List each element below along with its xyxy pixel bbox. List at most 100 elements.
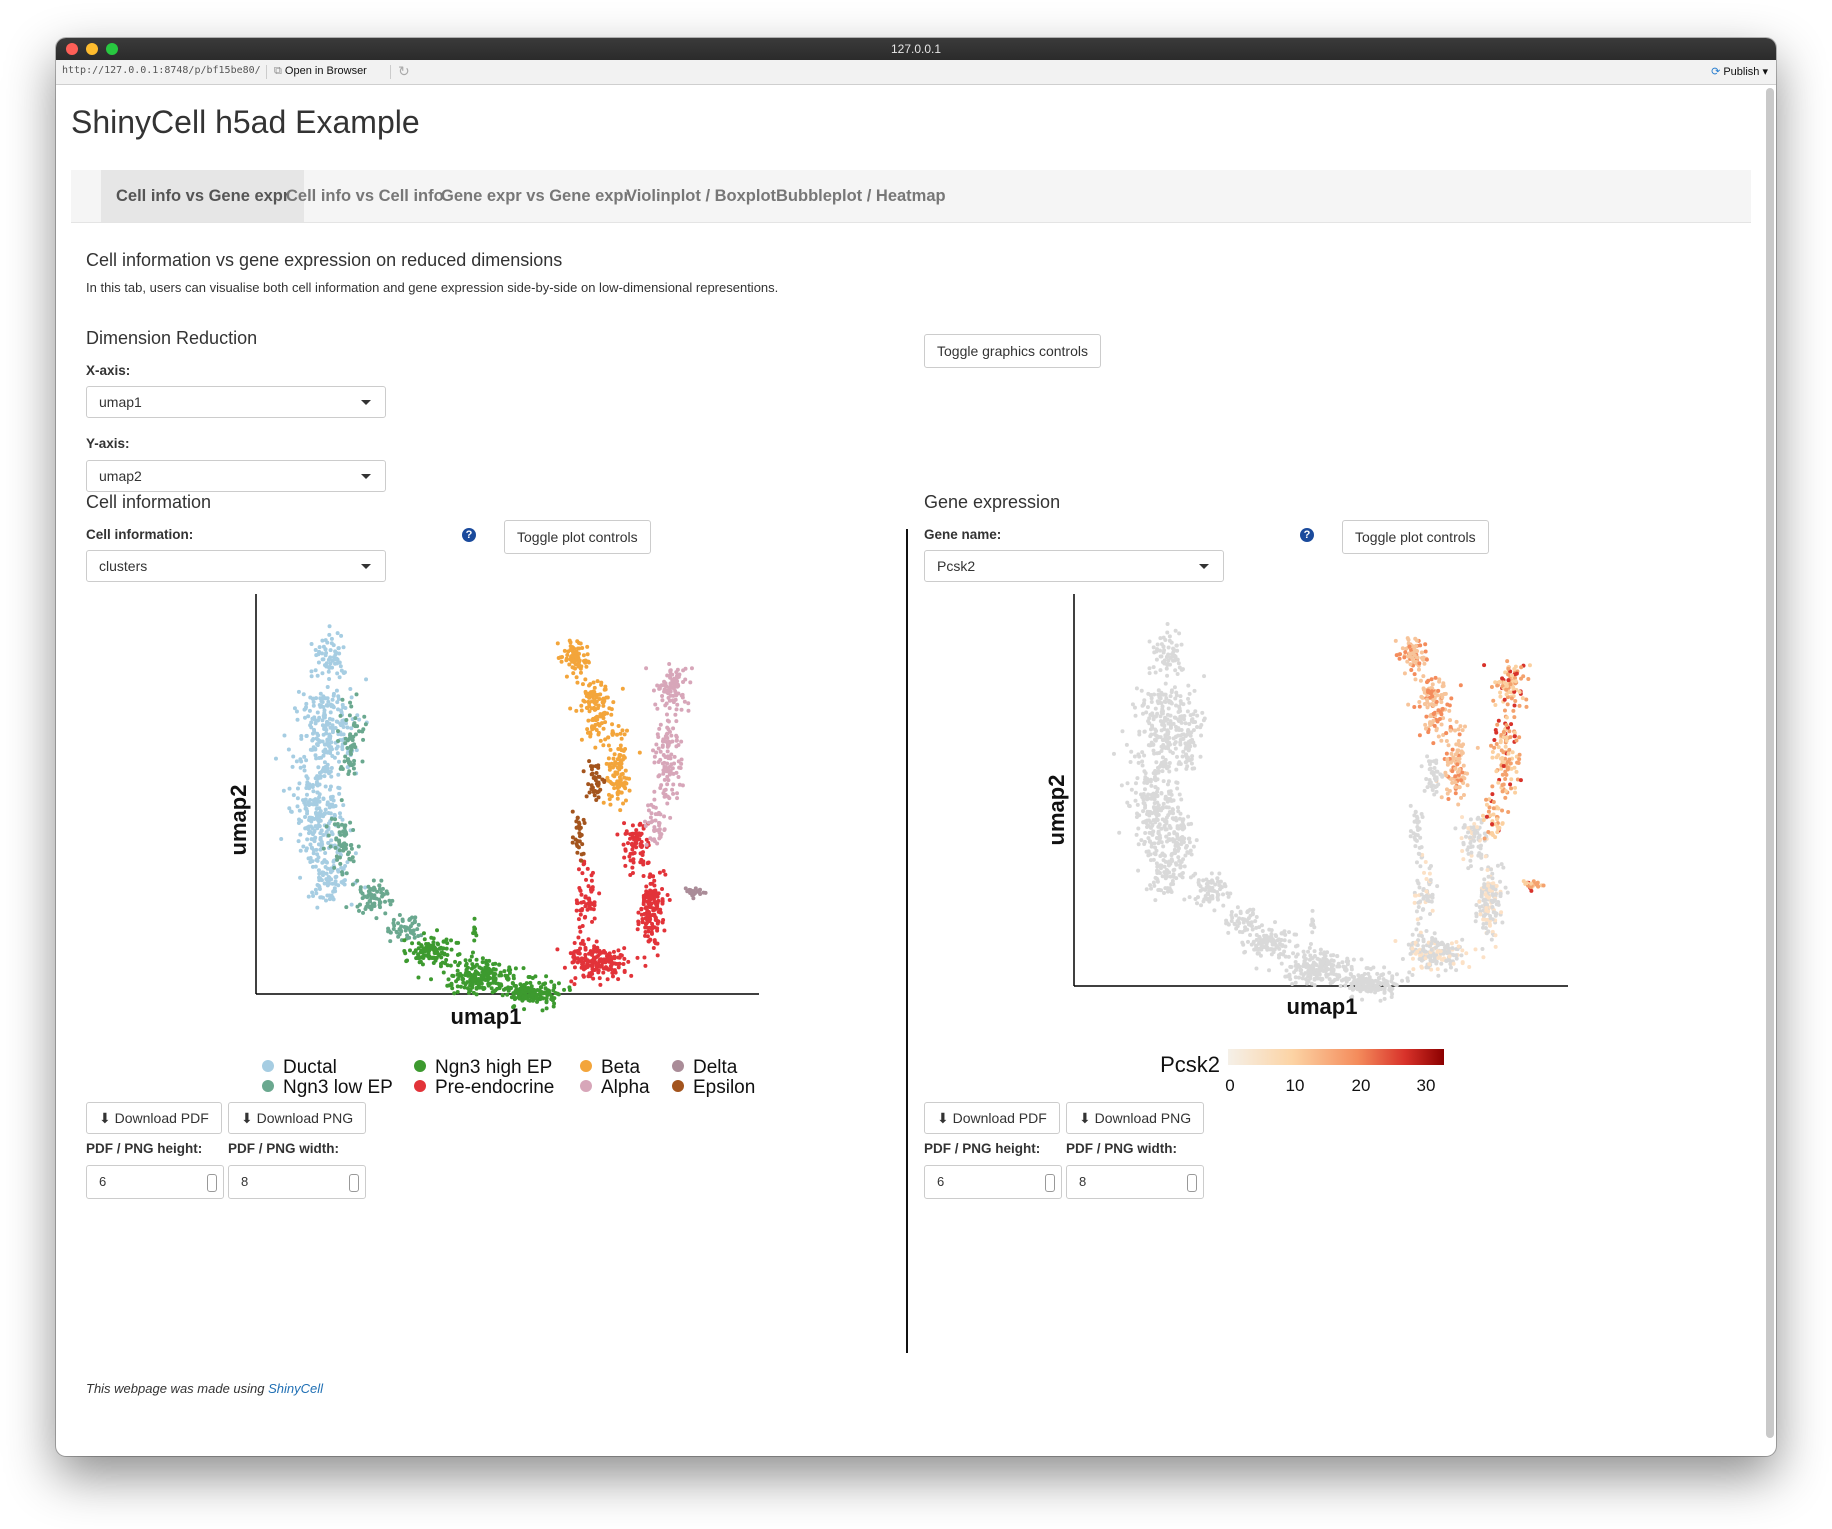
cell-point bbox=[553, 991, 558, 996]
download-png-button-right[interactable]: ⬇ Download PNG bbox=[1066, 1102, 1205, 1134]
cell-point bbox=[309, 725, 314, 730]
download-png-label: Download PNG bbox=[1094, 1110, 1192, 1126]
cell-point bbox=[313, 648, 318, 653]
gene-expr-point bbox=[1364, 988, 1369, 993]
cell-point bbox=[349, 846, 354, 851]
gene-expr-point bbox=[1261, 945, 1266, 950]
cell-point bbox=[611, 700, 616, 705]
toggle-plot-controls-button-right[interactable]: Toggle plot controls bbox=[1342, 520, 1489, 554]
cell-point bbox=[366, 884, 371, 889]
cell-point bbox=[674, 670, 679, 675]
cell-point bbox=[322, 708, 327, 713]
gene-expr-point bbox=[1424, 889, 1429, 894]
cell-point bbox=[474, 992, 479, 997]
download-pdf-button-left[interactable]: ⬇ Download PDF bbox=[86, 1102, 222, 1134]
gene-expr-point bbox=[1250, 927, 1255, 932]
cell-point bbox=[599, 680, 604, 685]
cell-point bbox=[317, 740, 322, 745]
cell-point bbox=[348, 687, 353, 692]
cell-point bbox=[592, 793, 597, 798]
help-icon[interactable]: ? bbox=[1300, 528, 1314, 542]
gene-expr-point bbox=[1415, 949, 1420, 954]
publish-button[interactable]: ⟳ Publish ▾ bbox=[1711, 66, 1768, 78]
stepper-icon[interactable] bbox=[1187, 1174, 1197, 1192]
gene-expr-point bbox=[1408, 834, 1413, 839]
gene-expr-point bbox=[1160, 805, 1165, 810]
cell-point bbox=[649, 811, 654, 816]
cell-point bbox=[643, 892, 648, 897]
cell-point bbox=[317, 755, 322, 760]
scrollbar[interactable] bbox=[1766, 88, 1774, 1438]
cell-point bbox=[331, 705, 336, 710]
cell-point bbox=[429, 935, 434, 940]
maximize-window-icon[interactable] bbox=[106, 43, 118, 55]
toggle-graphics-controls-button[interactable]: Toggle graphics controls bbox=[924, 334, 1101, 368]
minimize-window-icon[interactable] bbox=[86, 43, 98, 55]
cell-point bbox=[670, 787, 675, 792]
cell-point bbox=[337, 791, 342, 796]
cell-point bbox=[324, 871, 329, 876]
cell-point bbox=[419, 944, 424, 949]
cell-information-select[interactable]: clusters bbox=[86, 550, 386, 582]
cell-point bbox=[635, 955, 640, 960]
tab-cell-info-vs-gene-expr[interactable]: Cell info vs Gene expr bbox=[101, 170, 305, 222]
cell-point bbox=[591, 949, 596, 954]
gene-expr-point bbox=[1125, 781, 1130, 786]
gene-expr-point bbox=[1447, 703, 1452, 708]
stepper-icon[interactable] bbox=[349, 1174, 359, 1192]
gene-expr-point bbox=[1489, 743, 1494, 748]
gene-expr-point bbox=[1455, 748, 1460, 753]
y-axis-select[interactable]: umap2 bbox=[86, 460, 386, 492]
url-text[interactable]: http://127.0.0.1:8748/p/bf15be80/ bbox=[62, 65, 261, 76]
tab-violinplot-boxplot[interactable]: Violinplot / Boxplot bbox=[626, 187, 777, 205]
cell-point bbox=[344, 905, 349, 910]
tab-gene-expr-vs-gene-expr[interactable]: Gene expr vs Gene expr bbox=[441, 187, 630, 205]
gene-name-select[interactable]: Pcsk2 bbox=[924, 550, 1224, 582]
x-axis-select[interactable]: umap1 bbox=[86, 386, 386, 418]
gene-expr-point bbox=[1174, 724, 1179, 729]
gene-expr-point bbox=[1436, 973, 1441, 978]
gene-expr-point bbox=[1147, 721, 1152, 726]
stepper-icon[interactable] bbox=[1045, 1174, 1055, 1192]
cell-point bbox=[352, 771, 357, 776]
cell-point bbox=[296, 689, 301, 694]
download-pdf-button-right[interactable]: ⬇ Download PDF bbox=[924, 1102, 1060, 1134]
gene-expr-point bbox=[1187, 691, 1192, 696]
gene-expr-point bbox=[1180, 819, 1185, 824]
cell-point bbox=[606, 967, 611, 972]
cell-point bbox=[660, 744, 665, 749]
gene-expr-point bbox=[1178, 865, 1183, 870]
tab-cell-info-vs-cell-info[interactable]: Cell info vs Cell info bbox=[286, 187, 444, 205]
close-window-icon[interactable] bbox=[66, 43, 78, 55]
cell-point bbox=[667, 662, 672, 667]
pdf-png-height-input-right[interactable]: 6 bbox=[924, 1165, 1062, 1199]
tab-bubbleplot-heatmap[interactable]: Bubbleplot / Heatmap bbox=[776, 187, 946, 205]
refresh-icon[interactable]: ↻ bbox=[398, 63, 410, 79]
download-png-button-left[interactable]: ⬇ Download PNG bbox=[228, 1102, 367, 1134]
cell-point bbox=[657, 870, 662, 875]
pdf-png-width-input-right[interactable]: 8 bbox=[1066, 1165, 1204, 1199]
cell-point bbox=[348, 752, 353, 757]
cell-point bbox=[516, 995, 521, 1000]
cell-point bbox=[491, 976, 496, 981]
help-icon[interactable]: ? bbox=[462, 528, 476, 542]
gene-expr-point bbox=[1498, 694, 1503, 699]
cell-point bbox=[377, 897, 382, 902]
cell-point bbox=[574, 675, 579, 680]
cell-point bbox=[592, 685, 597, 690]
cell-point bbox=[568, 657, 573, 662]
cell-point bbox=[528, 980, 533, 985]
shinycell-link[interactable]: ShinyCell bbox=[268, 1381, 324, 1396]
cell-point bbox=[343, 736, 348, 741]
cell-point bbox=[581, 698, 586, 703]
pdf-png-height-input-left[interactable]: 6 bbox=[86, 1165, 224, 1199]
open-in-browser-button[interactable]: ⧉ Open in Browser bbox=[274, 65, 367, 78]
stepper-icon[interactable] bbox=[207, 1174, 217, 1192]
cell-point bbox=[507, 970, 512, 975]
pdf-png-width-input-left[interactable]: 8 bbox=[228, 1165, 366, 1199]
gene-expr-point bbox=[1436, 734, 1441, 739]
cell-point bbox=[315, 710, 320, 715]
cell-point bbox=[310, 738, 315, 743]
toggle-plot-controls-button[interactable]: Toggle plot controls bbox=[504, 520, 651, 554]
cell-point bbox=[578, 834, 583, 839]
